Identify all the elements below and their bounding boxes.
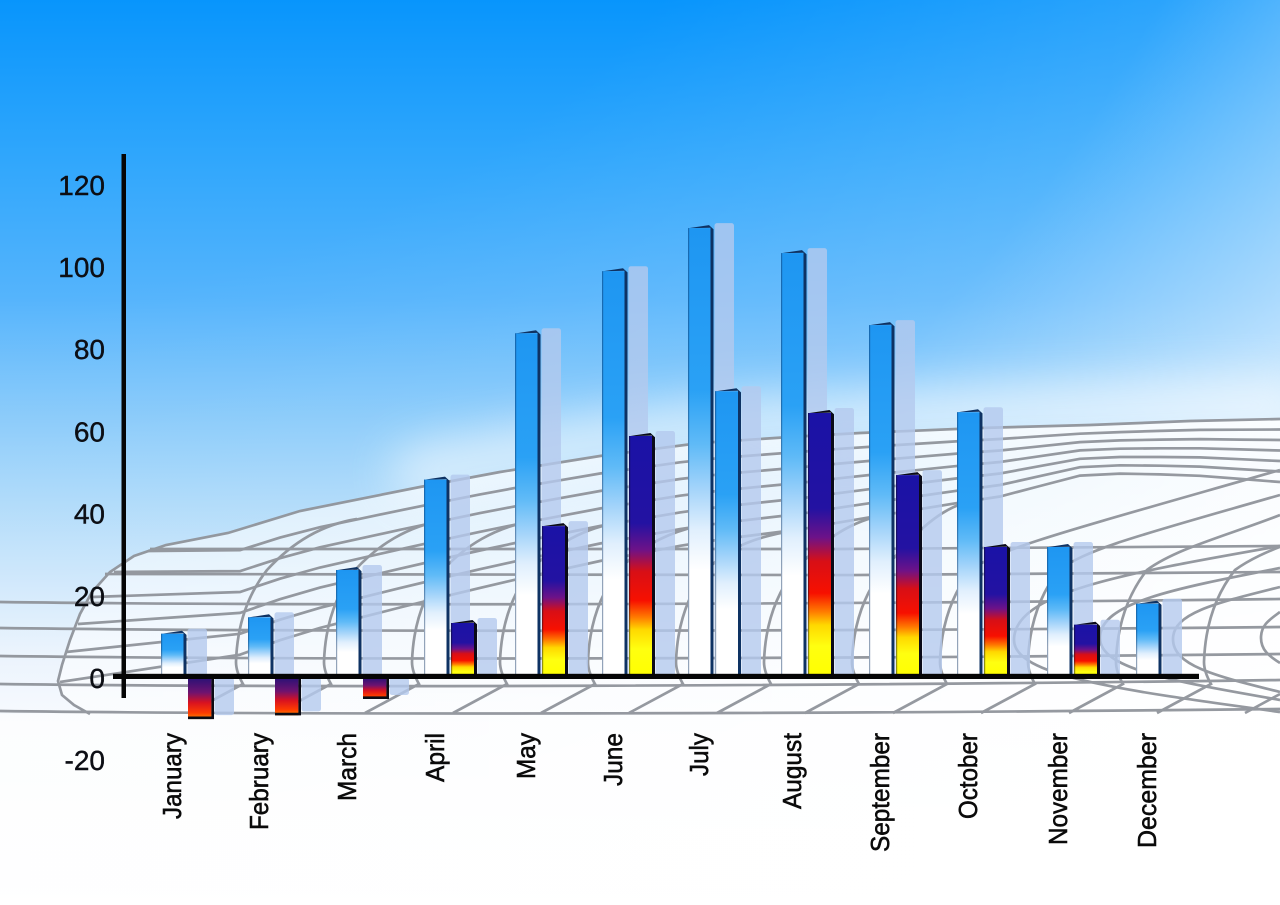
svg-text:September: September — [865, 733, 895, 852]
svg-text:July: July — [684, 733, 714, 776]
svg-text:40: 40 — [74, 499, 105, 530]
svg-text:March: March — [332, 733, 362, 801]
svg-text:December: December — [1132, 733, 1162, 848]
svg-text:April: April — [420, 733, 450, 782]
svg-text:-20: -20 — [65, 745, 105, 776]
svg-text:80: 80 — [74, 334, 105, 365]
svg-text:20: 20 — [74, 581, 105, 612]
svg-text:June: June — [598, 733, 628, 786]
svg-text:November: November — [1043, 733, 1073, 845]
svg-text:October: October — [953, 733, 983, 819]
svg-text:May: May — [511, 733, 541, 779]
svg-text:January: January — [157, 733, 187, 819]
svg-text:60: 60 — [74, 416, 105, 447]
svg-text:February: February — [244, 733, 274, 830]
svg-text:100: 100 — [58, 252, 105, 283]
svg-text:August: August — [777, 732, 807, 809]
svg-text:0: 0 — [89, 663, 105, 694]
svg-text:120: 120 — [58, 170, 105, 201]
